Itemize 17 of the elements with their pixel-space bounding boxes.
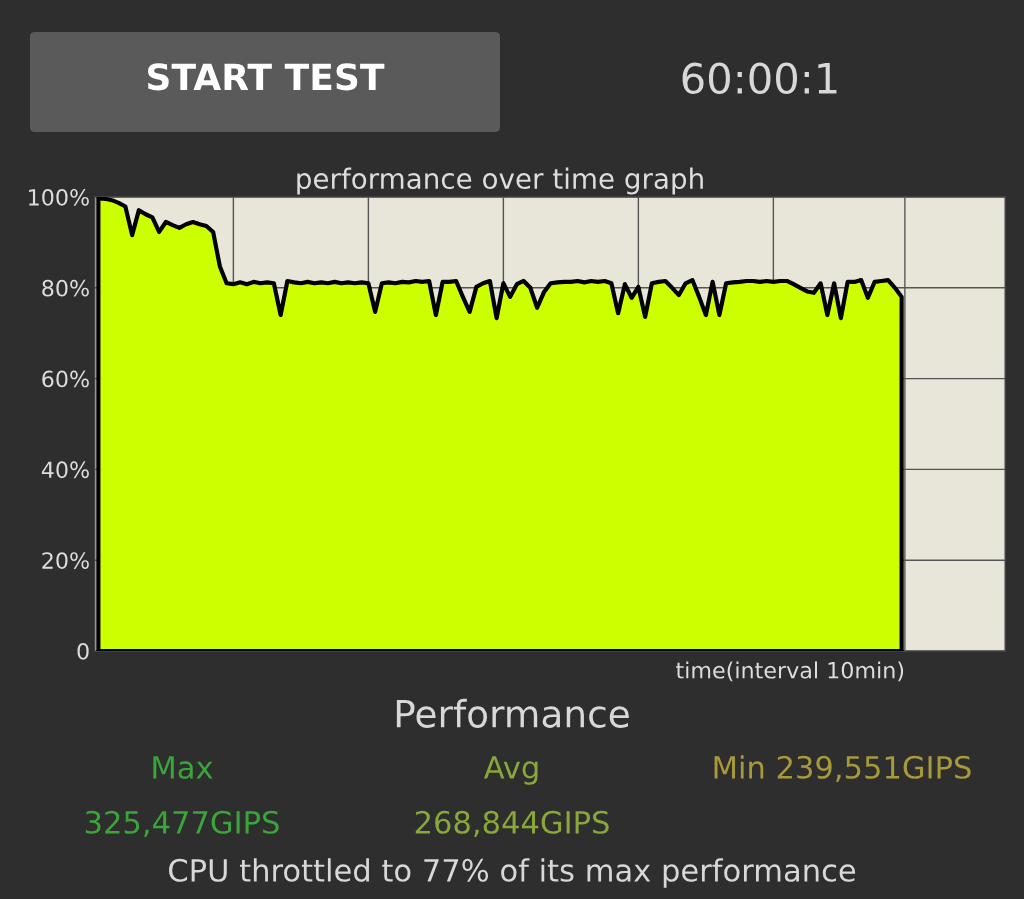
y-tick-label: 60% bbox=[42, 370, 89, 388]
text: CPU throttled to 77% of its max performance bbox=[169, 858, 856, 888]
text: Min 239,551GIPS bbox=[714, 755, 971, 782]
text: Max bbox=[153, 756, 213, 779]
y-tick-label: 0 bbox=[77, 642, 89, 660]
x-axis-title: time(interval 10min) bbox=[676, 661, 904, 682]
text: 268,844GIPS bbox=[415, 810, 609, 837]
y-tick-label: 100% bbox=[29, 188, 89, 206]
text: START TEST bbox=[148, 63, 385, 91]
y-tick-label: 80% bbox=[42, 279, 89, 297]
text: Performance bbox=[396, 698, 629, 728]
y-tick-label: 40% bbox=[41, 461, 89, 479]
chart-title: performance over time graph bbox=[297, 167, 703, 195]
text: 60:00:1 bbox=[682, 62, 837, 95]
text: Avg bbox=[483, 756, 538, 785]
y-tick-label: 20% bbox=[42, 552, 89, 569]
text: 325,477GIPS bbox=[85, 810, 279, 837]
